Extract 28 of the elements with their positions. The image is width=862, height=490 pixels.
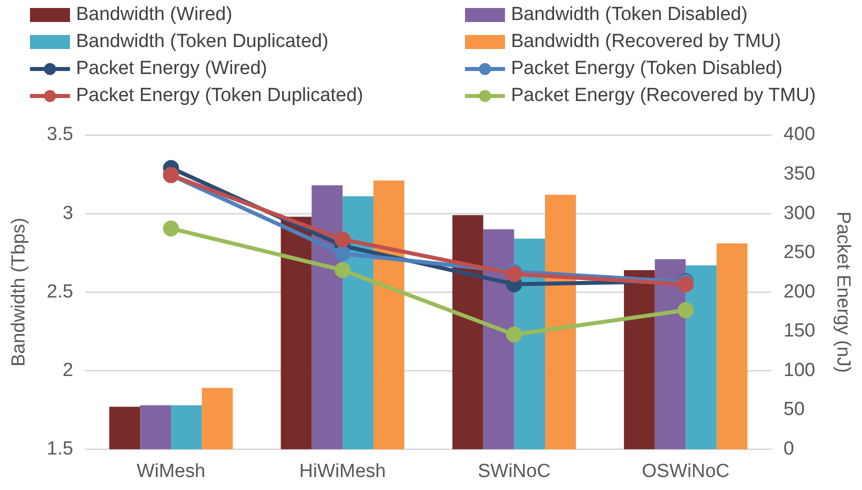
legend-label: Bandwidth (Wired) — [76, 4, 232, 26]
legend-label: Packet Energy (Token Duplicated) — [76, 84, 364, 106]
y2-axis-title: Packet Energy (nJ) — [832, 211, 854, 373]
y2-tick-label: 0 — [784, 438, 794, 460]
x-tick-label: HiWiMesh — [299, 460, 386, 482]
y-axis-title: Bandwidth (Tbps) — [8, 218, 30, 367]
legend-label: Packet Energy (Wired) — [76, 58, 268, 80]
y2-tick-label: 250 — [784, 242, 816, 264]
legend-label: Packet Energy (Token Disabled) — [511, 58, 782, 80]
x-tick-label: WiMesh — [136, 460, 206, 482]
y2-tick-label: 200 — [784, 281, 816, 302]
y2-tick-label: 150 — [784, 320, 816, 342]
y-tick-label: 3.5 — [46, 124, 74, 146]
legend-label: Bandwidth (Recovered by TMU) — [511, 30, 781, 52]
x-tick-label: SWiNoC — [478, 460, 551, 482]
y2-tick-label: 300 — [784, 202, 816, 224]
legend-label: Bandwidth (Token Disabled) — [511, 4, 748, 26]
y-tick-label: 2 — [62, 360, 74, 381]
legend-label: Bandwidth (Token Duplicated) — [76, 30, 328, 52]
y2-tick-label: 350 — [784, 164, 816, 185]
x-tick-label: OSWiNoC — [642, 460, 730, 482]
legend-label: Packet Energy (Recovered by TMU) — [511, 84, 816, 106]
y2-tick-label: 100 — [784, 360, 816, 381]
y-tick-label: 3 — [62, 202, 74, 224]
y-tick-label: 1.5 — [46, 438, 74, 460]
y2-tick-label: 400 — [784, 124, 816, 146]
y2-tick-label: 50 — [784, 399, 805, 420]
y-tick-label: 2.5 — [46, 281, 74, 302]
